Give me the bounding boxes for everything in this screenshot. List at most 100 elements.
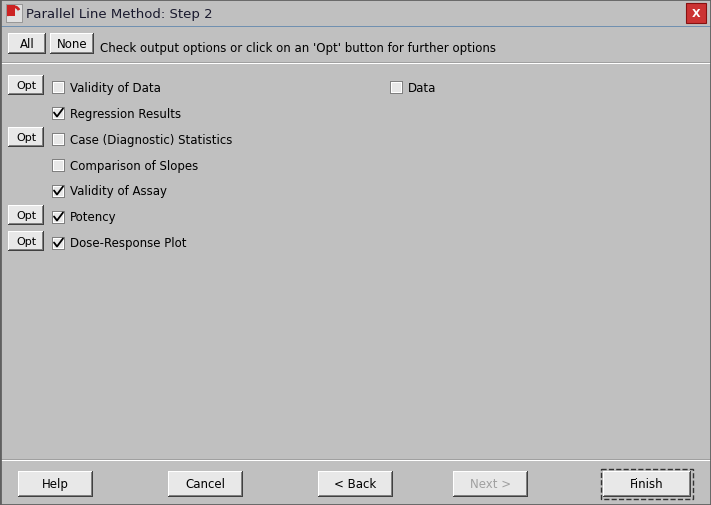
Bar <box>50 54 94 55</box>
Bar <box>18 471 93 497</box>
Bar <box>168 496 243 497</box>
Bar <box>18 496 93 497</box>
Bar <box>9 94 43 95</box>
Bar <box>551 0 570 28</box>
Text: Finish: Finish <box>630 478 664 490</box>
Text: None: None <box>57 38 87 51</box>
Bar <box>53 238 64 249</box>
Bar <box>231 0 250 28</box>
Text: Cancel: Cancel <box>186 478 225 490</box>
Bar <box>526 472 527 496</box>
Bar <box>42 129 43 147</box>
Bar <box>54 213 63 222</box>
Bar <box>8 250 44 251</box>
Bar <box>43 128 44 147</box>
Bar <box>515 0 534 28</box>
Bar <box>9 35 45 54</box>
Bar <box>54 83 63 92</box>
Bar <box>8 128 43 147</box>
Text: Opt: Opt <box>16 236 36 246</box>
Bar <box>8 206 43 225</box>
Bar <box>8 231 43 250</box>
Bar <box>0 460 711 461</box>
Bar <box>54 135 63 144</box>
Text: Validity of Assay: Validity of Assay <box>70 185 167 198</box>
Bar <box>0 0 18 28</box>
Bar <box>527 471 528 497</box>
Bar <box>51 35 93 54</box>
Bar <box>318 496 393 497</box>
Bar <box>44 35 45 54</box>
Bar <box>9 53 45 54</box>
Bar <box>169 495 242 496</box>
Bar <box>686 4 706 24</box>
Bar <box>498 0 516 28</box>
Bar <box>6 5 22 23</box>
Text: Case (Diagnostic) Statistics: Case (Diagnostic) Statistics <box>70 133 232 146</box>
Bar <box>453 471 528 497</box>
Text: Potency: Potency <box>70 211 117 224</box>
Bar <box>604 495 690 496</box>
Bar <box>9 207 43 225</box>
Bar <box>43 206 44 226</box>
Bar <box>52 237 65 250</box>
Bar <box>19 495 92 496</box>
Bar <box>51 53 93 54</box>
Bar <box>52 133 65 146</box>
Bar <box>8 95 44 96</box>
Bar <box>54 161 63 170</box>
Bar <box>675 0 694 28</box>
Bar <box>640 0 658 28</box>
Bar <box>9 232 43 250</box>
Text: All: All <box>20 38 34 51</box>
Bar <box>36 0 54 28</box>
Bar <box>658 0 676 28</box>
Bar <box>409 0 427 28</box>
Bar <box>54 187 63 196</box>
Bar <box>9 129 43 147</box>
Bar <box>107 0 125 28</box>
Bar <box>319 472 392 496</box>
Bar <box>168 471 243 497</box>
Text: Validity of Data: Validity of Data <box>70 81 161 94</box>
Bar <box>89 0 107 28</box>
Bar <box>454 472 527 496</box>
Bar <box>587 0 605 28</box>
Bar <box>160 0 178 28</box>
Bar <box>0 63 711 64</box>
Bar <box>9 224 43 225</box>
Text: Check output options or click on an 'Opt' button for further options: Check output options or click on an 'Opt… <box>100 41 496 55</box>
Bar <box>693 0 711 28</box>
Bar <box>601 469 693 499</box>
Bar <box>603 496 691 497</box>
Bar <box>392 471 393 497</box>
Bar <box>603 471 691 497</box>
Bar <box>604 472 690 496</box>
Bar <box>320 0 338 28</box>
Bar <box>318 471 393 497</box>
Bar <box>391 0 410 28</box>
Bar <box>93 34 94 55</box>
Bar <box>242 471 243 497</box>
Bar <box>0 27 711 28</box>
Bar <box>50 34 93 54</box>
Bar <box>43 76 44 96</box>
Text: Opt: Opt <box>16 81 36 91</box>
Bar <box>52 159 65 172</box>
Bar <box>18 0 36 28</box>
Bar <box>169 472 242 496</box>
Bar <box>53 82 64 93</box>
Bar <box>54 109 63 118</box>
Bar <box>480 0 498 28</box>
Bar <box>391 472 392 496</box>
Bar <box>462 0 481 28</box>
Bar <box>92 471 93 497</box>
Text: Data: Data <box>408 81 437 94</box>
Bar <box>91 472 92 496</box>
Bar <box>43 231 44 251</box>
Text: Opt: Opt <box>16 133 36 143</box>
Bar <box>9 249 43 250</box>
Bar <box>8 54 46 55</box>
Bar <box>8 34 45 54</box>
Bar <box>8 76 43 95</box>
